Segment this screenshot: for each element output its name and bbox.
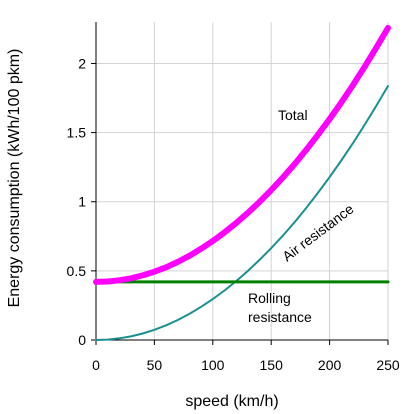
series-line-air-resistance [95,85,389,341]
annotation-total: Total [278,107,308,123]
x-axis-label: speed (km/h) [185,393,278,410]
y-tick-label: 1 [78,194,86,210]
axes [91,22,389,345]
y-tick-label: 0 [78,332,86,348]
x-tick-label: 50 [147,357,163,373]
tick-labels: 0 50 100 150 200 250 0 0.5 1 1.5 2 [67,55,400,373]
series-lines [93,24,391,341]
x-tick-label: 250 [376,357,400,373]
annotation-rolling-line2: resistance [248,309,312,325]
annotation-rolling-line1: Rolling [248,290,291,306]
y-tick-label: 2 [78,55,86,71]
annotation-air-resistance: Air resistance [279,200,357,264]
x-tick-label: 150 [260,357,284,373]
x-tick-label: 100 [201,357,225,373]
x-tick-label: 200 [318,357,342,373]
y-tick-label: 1.5 [67,125,87,141]
y-tick-label: 0.5 [67,263,87,279]
series-line-total [93,24,391,285]
grid [95,22,389,341]
y-axis-label: Energy consumption (kWh/100 pkm) [6,49,23,308]
x-tick-label: 0 [92,357,100,373]
